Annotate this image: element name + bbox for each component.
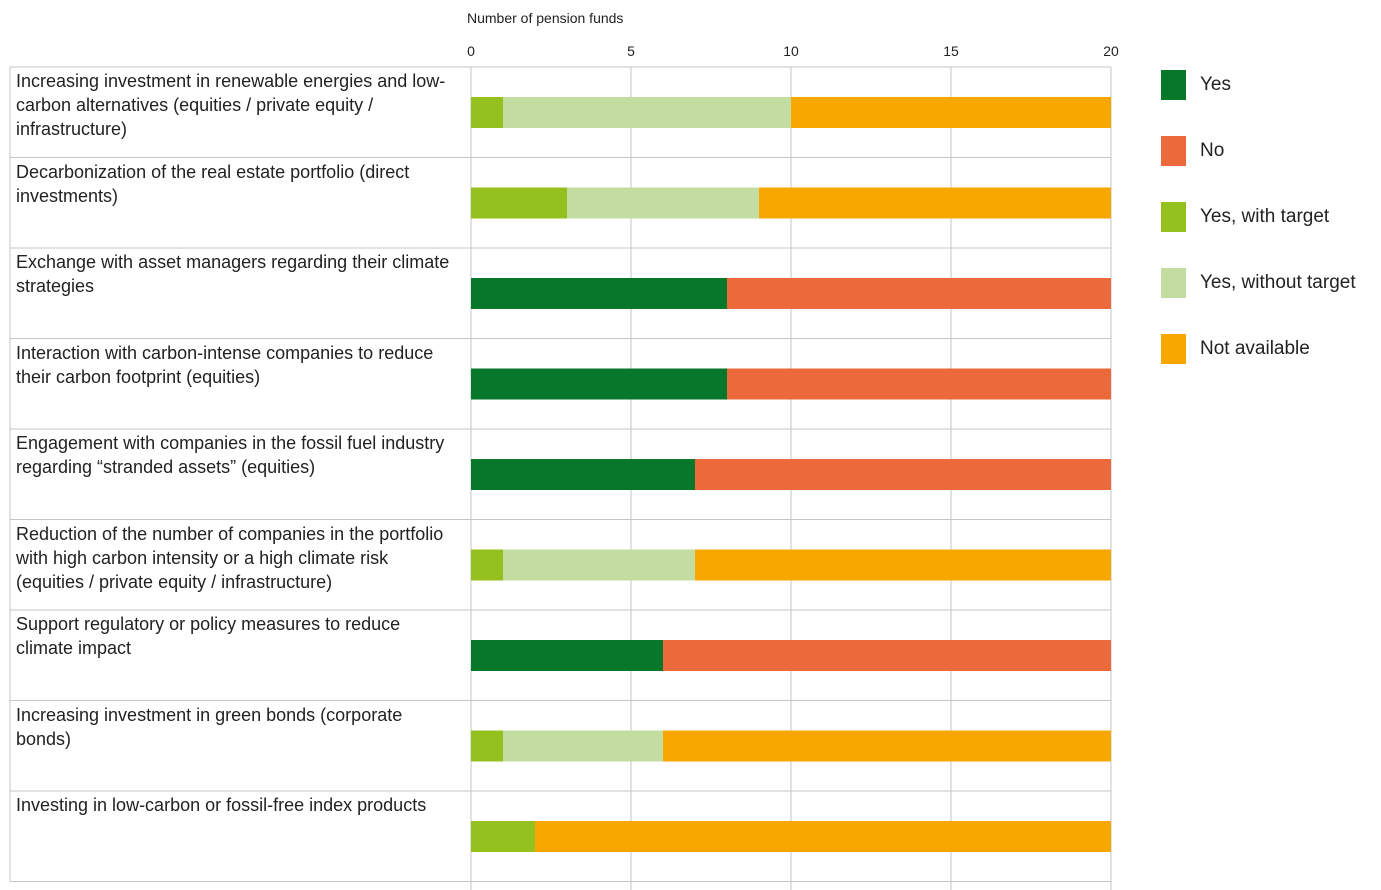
- legend-label: Yes, with target: [1200, 206, 1330, 227]
- bar-segment-not-available: [759, 187, 1111, 219]
- bar-segment-not-available: [663, 730, 1111, 762]
- bar-segment-no: [663, 640, 1111, 671]
- x-tick-label: 20: [1103, 43, 1119, 59]
- bar-segment-yes-without-target: [567, 187, 759, 219]
- legend-label: Yes: [1200, 74, 1231, 95]
- category-label: Increasing investment in green bonds (co…: [16, 704, 403, 749]
- bar-segment-yes-without-target: [503, 549, 695, 581]
- category-label: Increasing investment in renewable energ…: [16, 71, 446, 139]
- bar-segment-yes: [471, 368, 727, 400]
- legend-label: Yes, without target: [1200, 272, 1356, 293]
- bar-segment-not-available: [791, 97, 1111, 128]
- bar-segment-yes-with-target: [471, 187, 567, 219]
- bar-segment-no: [727, 278, 1111, 309]
- bar-segment-yes-with-target: [471, 97, 503, 128]
- legend-swatch: [1161, 70, 1186, 100]
- category-label: Investing in low-carbon or fossil-free i…: [16, 795, 427, 815]
- bar-segment-yes: [471, 459, 695, 490]
- legend-item: Yes: [1161, 70, 1231, 100]
- legend-swatch: [1161, 334, 1186, 364]
- bar-segment-yes-with-target: [471, 730, 503, 762]
- x-tick-label: 15: [943, 43, 959, 59]
- bar-segment-yes-with-target: [471, 821, 535, 852]
- bar-segment-not-available: [535, 821, 1111, 852]
- legend-item: Not available: [1161, 334, 1310, 364]
- bar-segment-yes-without-target: [503, 97, 791, 128]
- bar-segment-no: [695, 459, 1111, 490]
- category-label: Reduction of the number of companies in …: [16, 523, 444, 592]
- category-label: Exchange with asset managers regarding t…: [16, 252, 450, 296]
- x-tick-label: 10: [783, 43, 799, 59]
- bar-segment-yes: [471, 640, 663, 671]
- category-label: Interaction with carbon-intense companie…: [16, 342, 434, 387]
- legend-label: Not available: [1200, 338, 1310, 359]
- legend-swatch: [1161, 268, 1186, 298]
- legend-label: No: [1200, 140, 1225, 161]
- bar-segment-yes-without-target: [503, 730, 663, 762]
- x-axis-title: Number of pension funds: [467, 10, 624, 26]
- legend-swatch: [1161, 136, 1186, 166]
- legend-item: Yes, with target: [1161, 202, 1329, 232]
- x-tick-label: 5: [627, 43, 635, 59]
- bar-segment-no: [727, 368, 1111, 400]
- category-label: Decarbonization of the real estate portf…: [16, 161, 410, 206]
- legend-swatch: [1161, 202, 1186, 232]
- bar-segment-yes-with-target: [471, 549, 503, 581]
- legend-item: Yes, without target: [1161, 268, 1356, 298]
- bar-segment-not-available: [695, 549, 1111, 581]
- x-tick-label: 0: [467, 43, 475, 59]
- category-label: Support regulatory or policy measures to…: [16, 614, 401, 658]
- legend-item: No: [1161, 136, 1224, 166]
- category-label: Engagement with companies in the fossil …: [16, 433, 445, 477]
- bar-segment-yes: [471, 278, 727, 309]
